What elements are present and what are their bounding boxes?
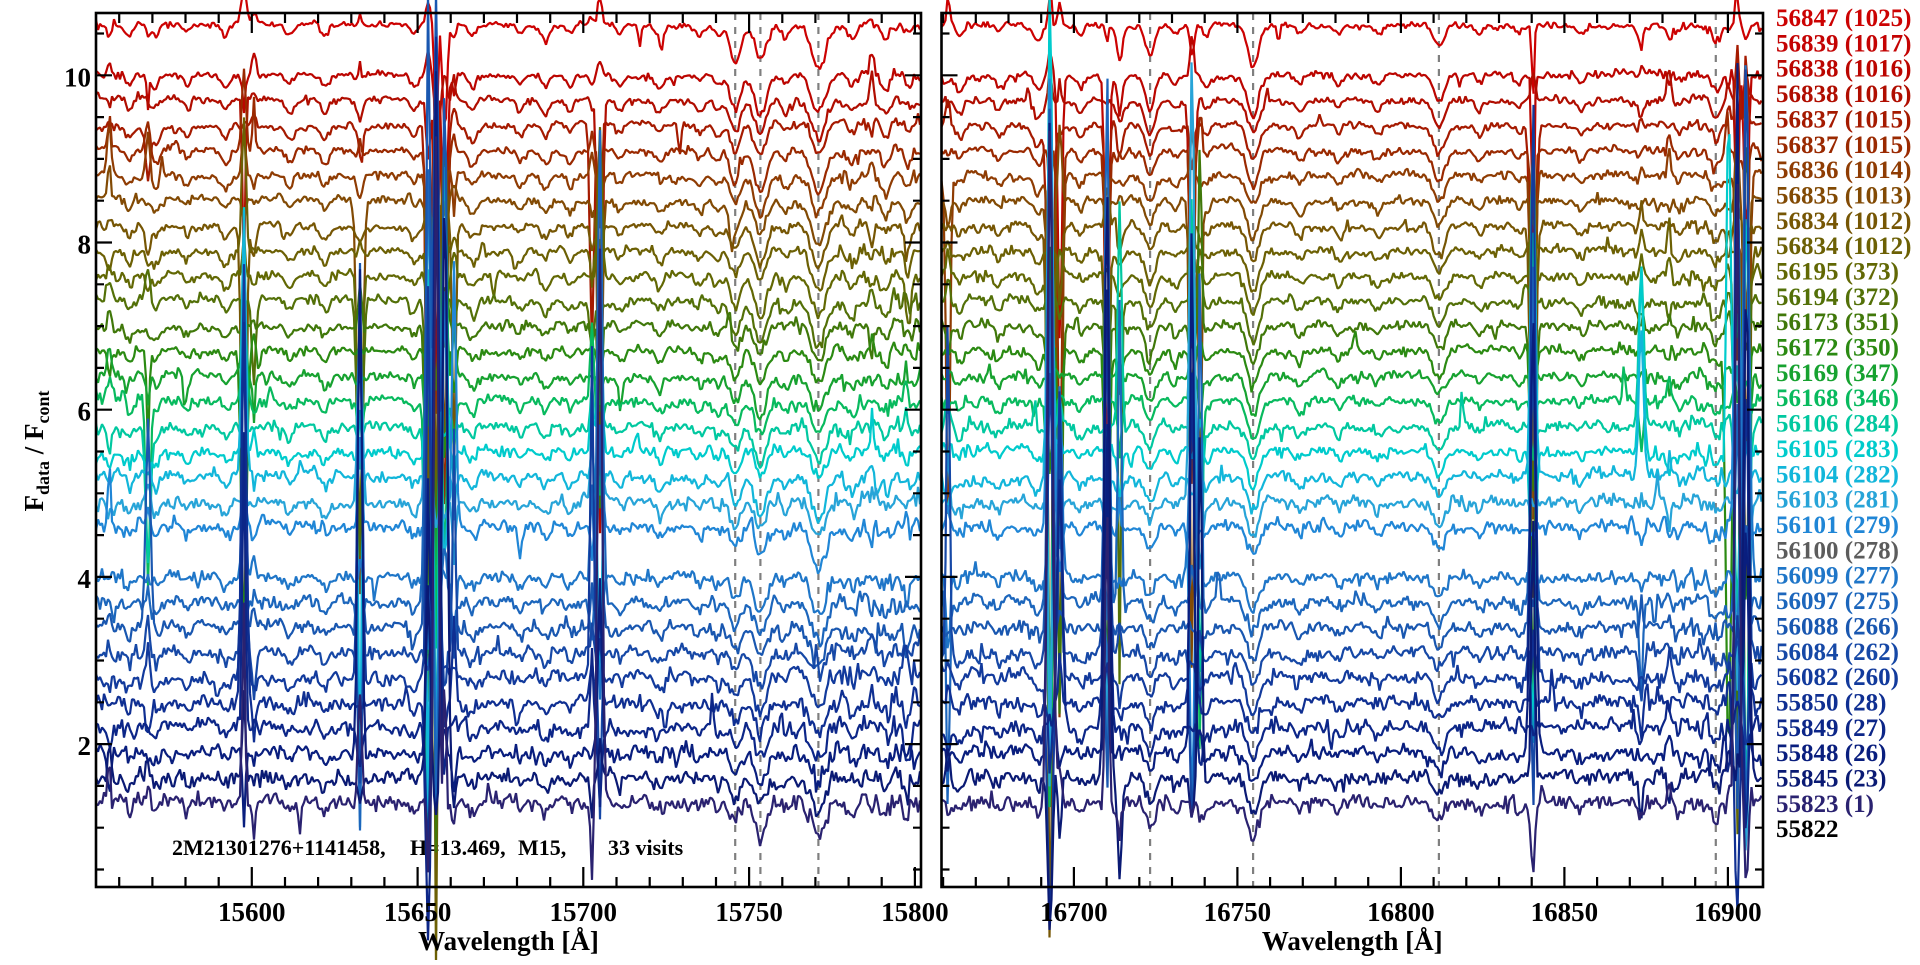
svg-text:56104 (282): 56104 (282): [1776, 461, 1899, 488]
svg-text:6: 6: [78, 397, 92, 427]
svg-text:56838 (1016): 56838 (1016): [1776, 81, 1911, 108]
svg-text:56168 (346): 56168 (346): [1776, 385, 1899, 412]
svg-text:56834 (1012): 56834 (1012): [1776, 208, 1911, 235]
svg-text:56838 (1016): 56838 (1016): [1776, 56, 1911, 83]
svg-text:55845 (23): 55845 (23): [1776, 766, 1886, 793]
svg-text:56847 (1025): 56847 (1025): [1776, 5, 1911, 32]
svg-text:Wavelength [Å]: Wavelength [Å]: [418, 926, 599, 956]
svg-text:56834 (1012): 56834 (1012): [1776, 233, 1911, 260]
svg-text:33 visits: 33 visits: [608, 835, 684, 860]
svg-text:15650: 15650: [384, 897, 452, 927]
svg-text:56097 (275): 56097 (275): [1776, 588, 1899, 615]
svg-text:15600: 15600: [218, 897, 286, 927]
svg-text:55823 (1): 55823 (1): [1776, 791, 1874, 818]
svg-text:16700: 16700: [1040, 897, 1108, 927]
svg-text:56835 (1013): 56835 (1013): [1776, 183, 1911, 210]
svg-text:56195 (373): 56195 (373): [1776, 259, 1899, 286]
svg-text:15750: 15750: [715, 897, 783, 927]
svg-text:55850 (28): 55850 (28): [1776, 690, 1886, 717]
svg-text:56100 (278): 56100 (278): [1776, 537, 1899, 564]
svg-text:55822: 55822: [1776, 816, 1839, 843]
svg-text:16800: 16800: [1367, 897, 1435, 927]
svg-text:4: 4: [78, 564, 92, 594]
svg-text:15700: 15700: [550, 897, 618, 927]
svg-text:56103 (281): 56103 (281): [1776, 487, 1899, 514]
svg-text:M15,: M15,: [518, 835, 566, 860]
svg-text:10: 10: [64, 62, 91, 92]
svg-text:55848 (26): 55848 (26): [1776, 740, 1886, 767]
svg-text:H=13.469,: H=13.469,: [410, 835, 506, 860]
svg-text:56105 (283): 56105 (283): [1776, 436, 1899, 463]
svg-text:2M21301276+1141458,: 2M21301276+1141458,: [172, 835, 386, 860]
svg-text:56173 (351): 56173 (351): [1776, 309, 1899, 336]
svg-text:2: 2: [78, 731, 92, 761]
svg-text:56101 (279): 56101 (279): [1776, 512, 1899, 539]
svg-text:56106 (284): 56106 (284): [1776, 411, 1899, 438]
svg-text:56099 (277): 56099 (277): [1776, 563, 1899, 590]
svg-text:56837 (1015): 56837 (1015): [1776, 106, 1911, 133]
svg-text:56837 (1015): 56837 (1015): [1776, 132, 1911, 159]
svg-text:56082 (260): 56082 (260): [1776, 664, 1899, 691]
svg-text:Wavelength [Å]: Wavelength [Å]: [1262, 926, 1443, 956]
svg-text:56836 (1014): 56836 (1014): [1776, 157, 1911, 184]
svg-text:15800: 15800: [881, 897, 949, 927]
svg-text:55849 (27): 55849 (27): [1776, 715, 1886, 742]
svg-text:8: 8: [78, 230, 92, 260]
svg-text:56088 (266): 56088 (266): [1776, 613, 1899, 640]
svg-text:16900: 16900: [1694, 897, 1762, 927]
svg-text:56172 (350): 56172 (350): [1776, 335, 1899, 362]
svg-text:16850: 16850: [1531, 897, 1599, 927]
svg-text:56169 (347): 56169 (347): [1776, 360, 1899, 387]
svg-text:56084 (262): 56084 (262): [1776, 639, 1899, 666]
svg-text:16750: 16750: [1204, 897, 1272, 927]
svg-text:56194 (372): 56194 (372): [1776, 284, 1899, 311]
svg-text:56839 (1017): 56839 (1017): [1776, 30, 1911, 57]
